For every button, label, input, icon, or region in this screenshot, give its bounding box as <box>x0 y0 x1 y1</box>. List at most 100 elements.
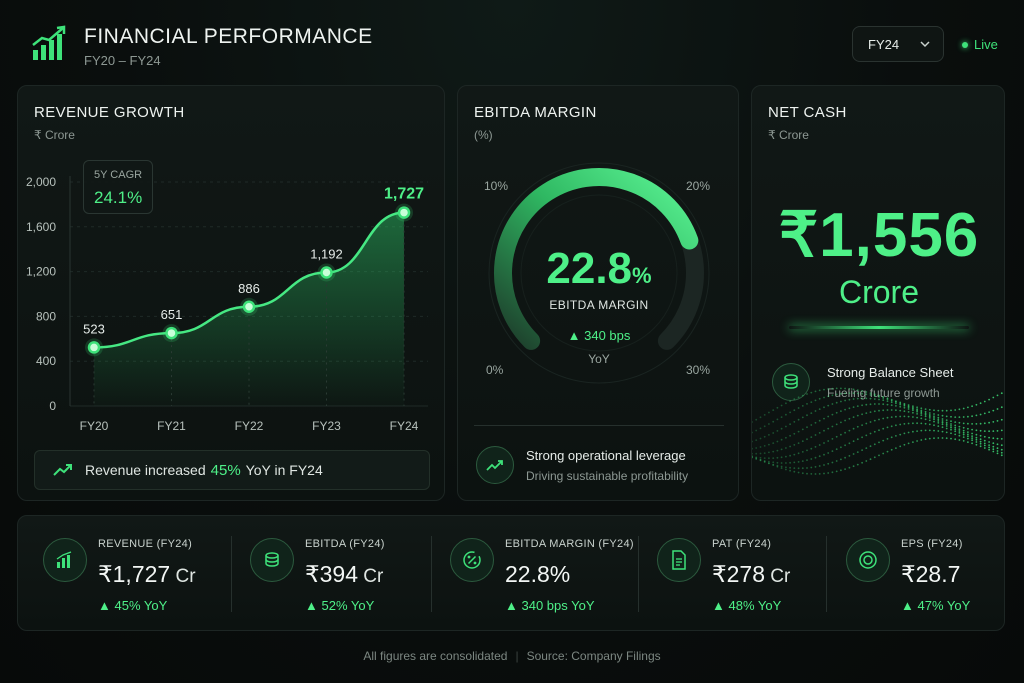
ebitda-gauge <box>488 162 710 384</box>
wave-particle <box>962 422 965 425</box>
wave-particle <box>945 415 948 418</box>
wave-particle <box>780 456 783 459</box>
wave-particle <box>852 406 855 408</box>
wave-particle <box>818 397 821 400</box>
wave-particle <box>979 422 982 425</box>
wave-particle <box>933 429 935 432</box>
data-point[interactable] <box>397 206 411 219</box>
wave-particle <box>967 433 969 436</box>
wave-particle <box>941 423 944 426</box>
wave-particle <box>996 394 999 397</box>
wave-particle <box>920 429 923 432</box>
wave-particle <box>856 451 859 453</box>
kpi-value: ₹28.7 <box>901 561 960 588</box>
wave-particle <box>992 421 995 423</box>
wave-particle <box>810 473 813 475</box>
data-point[interactable] <box>320 266 333 279</box>
wave-particle <box>827 452 830 454</box>
wave-particle <box>979 402 982 405</box>
wave-particle <box>933 409 935 412</box>
wave-particle <box>907 411 910 413</box>
wave-particle <box>793 444 796 446</box>
wave-particle <box>814 421 817 424</box>
wave-particle <box>971 437 973 439</box>
wave-particle <box>895 424 897 427</box>
wave-particle <box>873 398 876 400</box>
wave-particle <box>920 411 923 413</box>
wave-particle <box>992 396 995 399</box>
wave-particle <box>954 416 957 418</box>
wave-particle <box>861 392 863 395</box>
wave-particle <box>806 438 808 441</box>
wave-particle <box>759 458 762 461</box>
wave-particle <box>831 413 834 416</box>
wave-particle <box>844 399 846 402</box>
wave-particle <box>797 407 800 409</box>
wave-particle <box>835 423 838 426</box>
wave-particle <box>941 409 944 412</box>
wave-particle <box>886 450 889 453</box>
wave-particle <box>954 424 957 427</box>
wave-particle <box>945 431 948 434</box>
wave-particle <box>806 459 808 461</box>
wave-particle <box>772 450 775 453</box>
wave-particle <box>869 392 872 394</box>
wave-particle <box>950 423 952 425</box>
data-point[interactable] <box>87 341 101 354</box>
wave-particle <box>861 424 863 426</box>
wave-particle <box>772 432 775 434</box>
wave-particle <box>916 413 918 415</box>
wave-particle <box>912 409 914 412</box>
wave-particle <box>962 429 965 432</box>
wave-particle <box>780 448 783 451</box>
wave-particle <box>941 420 944 422</box>
wave-particle <box>865 434 868 437</box>
kpi-label: PAT (FY24) <box>712 538 772 550</box>
wave-particle <box>920 422 923 425</box>
wave-particle <box>882 417 885 420</box>
wave-particle <box>916 430 918 432</box>
wave-particle <box>979 440 982 443</box>
wave-particle <box>903 432 906 435</box>
wave-particle <box>755 458 758 460</box>
wave-particle <box>780 438 783 441</box>
wave-particle <box>780 404 783 407</box>
year-select[interactable]: FY24 <box>852 26 944 62</box>
wave-particle <box>818 419 821 422</box>
wave-particle <box>996 447 999 450</box>
wave-particle <box>878 454 880 457</box>
wave-particle <box>903 423 906 425</box>
data-point[interactable] <box>242 300 256 314</box>
wave-particle <box>848 455 851 457</box>
wave-particle <box>903 402 906 405</box>
wave-particle <box>865 460 868 462</box>
wave-particle <box>801 472 804 475</box>
wave-particle <box>907 442 910 445</box>
ebitda-value-suffix: % <box>632 263 652 288</box>
wave-particle <box>789 466 791 469</box>
wave-particle <box>962 433 965 436</box>
wave-particle <box>945 427 948 430</box>
data-point[interactable] <box>165 326 178 340</box>
wave-particle <box>878 398 880 401</box>
wave-particle <box>827 462 830 465</box>
wave-particle <box>916 440 918 442</box>
wave-particle <box>886 409 889 411</box>
wave-particle <box>797 452 800 455</box>
wave-particle <box>848 388 851 390</box>
wave-particle <box>924 410 927 413</box>
wave-particle <box>878 394 880 397</box>
wave-particle <box>967 441 969 443</box>
wave-particle <box>967 437 969 440</box>
kpi-value: ₹394 Cr <box>305 561 383 588</box>
wave-particle <box>814 456 817 459</box>
wave-particle <box>933 415 935 418</box>
wave-particle <box>759 427 762 430</box>
wave-particle <box>785 413 787 416</box>
wave-particle <box>869 432 872 435</box>
wave-particle <box>823 417 825 420</box>
wave-particle <box>899 405 902 408</box>
wave-particle <box>992 445 995 448</box>
banner-text-post: YoY in FY24 <box>245 462 323 478</box>
wave-particle <box>797 418 800 421</box>
